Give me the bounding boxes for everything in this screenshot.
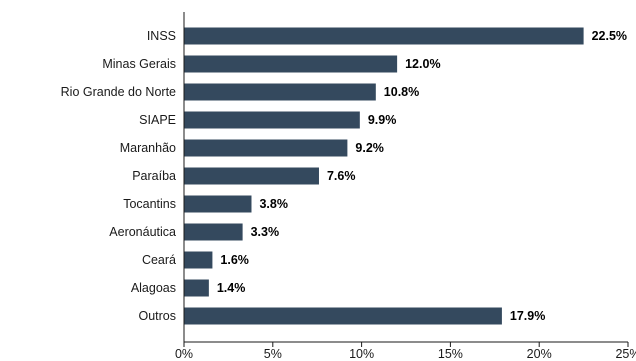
- category-label-rio-grande-do-norte: Rio Grande do Norte: [61, 85, 176, 99]
- value-label-inss: 22.5%: [592, 29, 627, 43]
- category-labels-group: INSS Minas Gerais Rio Grande do Norte SIAPE…: [61, 29, 176, 323]
- category-label-tocantins: Tocantins: [123, 197, 176, 211]
- value-label-maranhao: 9.2%: [355, 141, 384, 155]
- x-tick-label: 25%: [615, 347, 636, 361]
- category-label-alagoas: Alagoas: [131, 281, 176, 295]
- bar-rio-grande-do-norte: [184, 83, 376, 101]
- x-ticks-group: 0% 5% 10% 15% 20% 25%: [175, 342, 636, 361]
- category-label-paraiba: Paraíba: [132, 169, 176, 183]
- category-label-maranhao: Maranhão: [120, 141, 176, 155]
- category-label-inss: INSS: [147, 29, 176, 43]
- bar-ceara: [184, 251, 213, 269]
- value-label-alagoas: 1.4%: [217, 281, 246, 295]
- x-tick-label: 0%: [175, 347, 193, 361]
- bar-inss: [184, 27, 584, 45]
- value-label-tocantins: 3.8%: [259, 197, 288, 211]
- value-label-ceara: 1.6%: [220, 253, 249, 267]
- value-label-rio-grande-do-norte: 10.8%: [384, 85, 419, 99]
- value-labels-group: 22.5% 12.0% 10.8% 9.9% 9.2% 7.6% 3.8% 3.3%1.6% 1…: [217, 29, 627, 323]
- bar-tocantins: [184, 195, 252, 213]
- x-tick-label: 15%: [438, 347, 463, 361]
- bar-aeronautica: [184, 223, 243, 241]
- value-label-paraiba: 7.6%: [327, 169, 356, 183]
- bar-minas-gerais: [184, 55, 398, 73]
- value-label-outros: 17.9%: [510, 309, 545, 323]
- bar-maranhao: [184, 139, 348, 157]
- bar-siape: [184, 111, 360, 129]
- category-label-minas-gerais: Minas Gerais: [102, 57, 176, 71]
- value-label-siape: 9.9%: [368, 113, 397, 127]
- bars-group: [184, 27, 584, 325]
- x-tick-label: 20%: [527, 347, 552, 361]
- category-label-outros: Outros: [138, 309, 176, 323]
- x-tick-label: 5%: [264, 347, 282, 361]
- bar-paraiba: [184, 167, 319, 185]
- x-tick-label: 10%: [349, 347, 374, 361]
- category-label-ceara: Ceará: [142, 253, 176, 267]
- value-label-aeronautica: 3.3%: [251, 225, 280, 239]
- category-label-aeronautica: Aeronáutica: [109, 225, 176, 239]
- value-label-minas-gerais: 12.0%: [405, 57, 440, 71]
- x-axis: 0% 5% 10% 15% 20% 25%: [175, 341, 636, 361]
- bar-outros: [184, 307, 502, 325]
- category-label-siape: SIAPE: [139, 113, 176, 127]
- bar-alagoas: [184, 279, 209, 297]
